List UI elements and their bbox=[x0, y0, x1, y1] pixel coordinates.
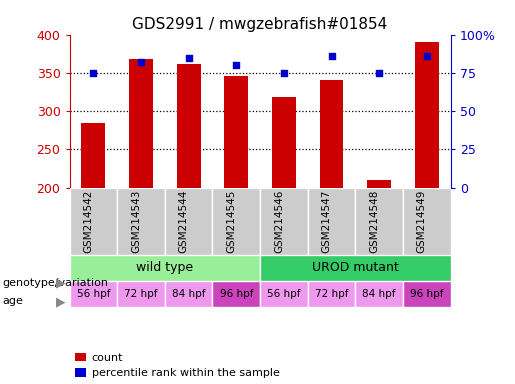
Text: GSM214542: GSM214542 bbox=[83, 190, 93, 253]
Bar bbox=[117, 281, 165, 307]
Text: GSM214547: GSM214547 bbox=[321, 190, 332, 253]
Bar bbox=[355, 281, 403, 307]
Bar bbox=[307, 188, 355, 255]
Bar bbox=[260, 255, 451, 281]
Text: ▶: ▶ bbox=[56, 277, 66, 290]
Bar bbox=[212, 281, 260, 307]
Legend: count, percentile rank within the sample: count, percentile rank within the sample bbox=[75, 353, 280, 379]
Text: 72 hpf: 72 hpf bbox=[315, 289, 348, 299]
Text: 96 hpf: 96 hpf bbox=[410, 289, 443, 299]
Title: GDS2991 / mwgzebrafish#01854: GDS2991 / mwgzebrafish#01854 bbox=[132, 17, 388, 32]
Bar bbox=[307, 281, 355, 307]
Point bbox=[280, 70, 288, 76]
Point bbox=[184, 55, 193, 61]
Point bbox=[328, 53, 336, 59]
Bar bbox=[70, 281, 117, 307]
Text: UROD mutant: UROD mutant bbox=[312, 261, 399, 274]
Point bbox=[89, 70, 97, 76]
Text: ▶: ▶ bbox=[56, 295, 66, 308]
Bar bbox=[367, 180, 391, 188]
Text: 84 hpf: 84 hpf bbox=[172, 289, 205, 299]
Bar bbox=[129, 59, 153, 188]
Text: wild type: wild type bbox=[136, 261, 193, 274]
Bar bbox=[260, 188, 308, 255]
Bar bbox=[355, 188, 403, 255]
Bar bbox=[415, 42, 439, 188]
Bar bbox=[403, 188, 451, 255]
Bar bbox=[260, 281, 308, 307]
Text: 96 hpf: 96 hpf bbox=[219, 289, 253, 299]
Text: GSM214549: GSM214549 bbox=[417, 190, 427, 253]
Point bbox=[423, 53, 431, 59]
Bar bbox=[81, 122, 105, 188]
Bar bbox=[70, 188, 117, 255]
Text: genotype/variation: genotype/variation bbox=[3, 278, 109, 288]
Point bbox=[137, 59, 145, 65]
Text: 84 hpf: 84 hpf bbox=[363, 289, 396, 299]
Text: 56 hpf: 56 hpf bbox=[267, 289, 301, 299]
Bar bbox=[177, 64, 200, 188]
Text: GSM214543: GSM214543 bbox=[131, 190, 141, 253]
Text: 56 hpf: 56 hpf bbox=[77, 289, 110, 299]
Bar bbox=[225, 76, 248, 188]
Bar bbox=[70, 255, 260, 281]
Text: GSM214545: GSM214545 bbox=[226, 190, 236, 253]
Text: GSM214546: GSM214546 bbox=[274, 190, 284, 253]
Text: GSM214548: GSM214548 bbox=[369, 190, 379, 253]
Bar bbox=[212, 188, 260, 255]
Bar bbox=[272, 96, 296, 188]
Bar bbox=[403, 281, 451, 307]
Point bbox=[375, 70, 383, 76]
Bar bbox=[165, 188, 212, 255]
Bar bbox=[165, 281, 212, 307]
Point bbox=[232, 62, 241, 68]
Text: GSM214544: GSM214544 bbox=[179, 190, 188, 253]
Bar bbox=[117, 188, 165, 255]
Text: 72 hpf: 72 hpf bbox=[124, 289, 158, 299]
Bar bbox=[320, 80, 344, 188]
Text: age: age bbox=[3, 296, 24, 306]
